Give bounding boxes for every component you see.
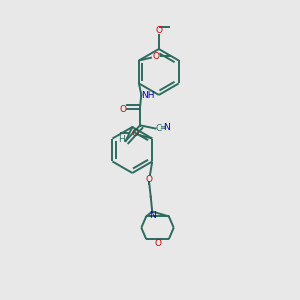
Text: N: N [149, 211, 156, 220]
Text: O: O [146, 175, 153, 184]
Text: O: O [154, 239, 161, 248]
Text: O: O [153, 52, 160, 61]
Text: O: O [155, 26, 162, 35]
Text: H: H [118, 135, 125, 144]
Text: NH: NH [141, 91, 154, 100]
Text: ≡: ≡ [159, 123, 166, 132]
Text: O: O [119, 105, 127, 114]
Text: C: C [155, 124, 161, 133]
Text: O: O [131, 129, 138, 138]
Text: N: N [163, 123, 170, 132]
